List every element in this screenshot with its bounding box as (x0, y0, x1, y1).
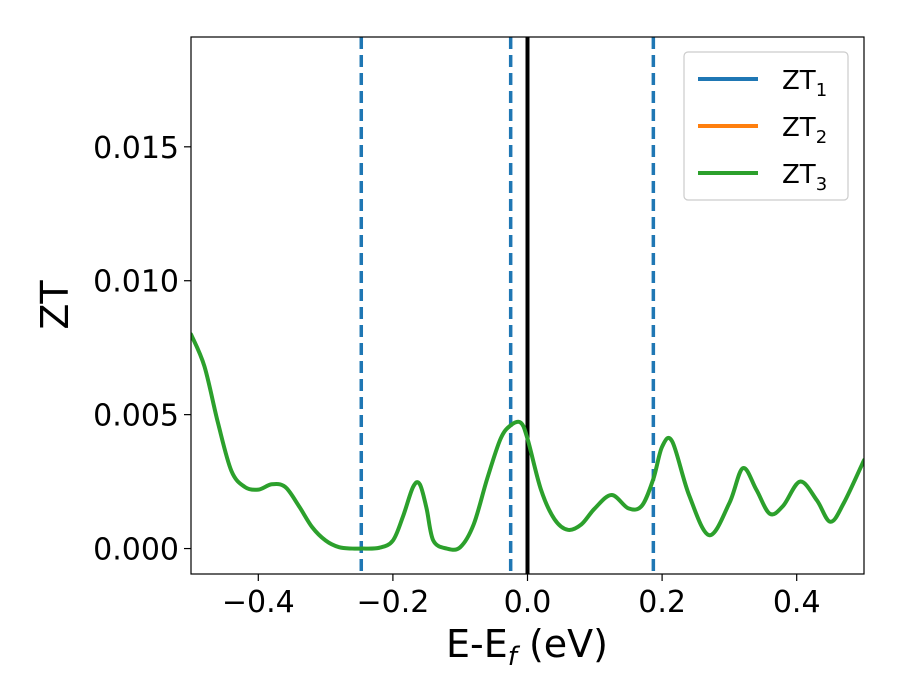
y-tick-label: 0.015 (93, 131, 179, 166)
x-tick-label: 0.2 (638, 585, 686, 620)
legend-label-zt3: ZT3 (782, 160, 827, 195)
x-axis-title-main: E-E (446, 622, 508, 666)
x-tick-label: −0.4 (222, 585, 295, 620)
y-axis-title: ZT (33, 280, 77, 330)
legend-box (683, 51, 849, 201)
x-tick-label: −0.2 (356, 585, 429, 620)
x-axis-title-unit: (eV) (517, 622, 608, 666)
x-tick-label: 0.4 (773, 585, 821, 620)
legend-label-zt1: ZT1 (782, 66, 827, 101)
x-axis-title: E-Ef (eV) (446, 622, 608, 672)
legend: ZT1 ZT2 ZT3 (683, 51, 849, 201)
series-line-zt3 (191, 332, 864, 552)
y-tick-label: 0.000 (93, 533, 179, 568)
x-tick-label: 0.0 (504, 585, 552, 620)
y-tick-label: 0.010 (93, 265, 179, 300)
legend-label-zt2: ZT2 (782, 113, 827, 148)
y-tick-label: 0.005 (93, 399, 179, 434)
